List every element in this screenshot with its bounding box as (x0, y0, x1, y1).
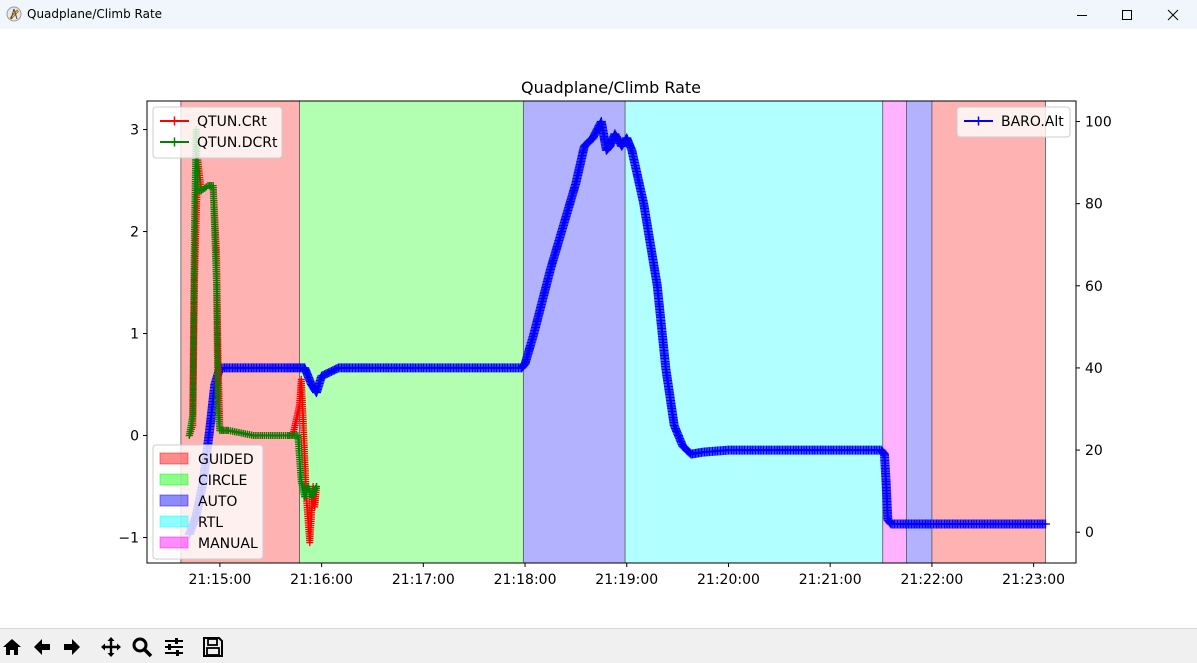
close-icon (1167, 9, 1179, 20)
minimize-button[interactable] (1059, 0, 1105, 29)
home-icon (3, 639, 21, 655)
chart-svg: Quadplane/Climb Rate 21:15:00 21:16:00 21:… (118, 78, 1112, 588)
x-tick-label: 21:19:00 (595, 572, 658, 588)
legend-mode-label: RTL (198, 515, 223, 531)
x-tick-label: 21:15:00 (188, 572, 251, 588)
y-left-tick-label: 1 (130, 327, 139, 343)
plot-frame (146, 100, 1077, 564)
y-left-tick-label: 3 (130, 123, 139, 139)
figure-canvas[interactable]: Quadplane/Climb Rate 21:15:00 21:16:00 21:… (0, 29, 1197, 628)
x-tick-label: 21:21:00 (799, 572, 862, 588)
x-tick-label: 21:20:00 (697, 572, 760, 588)
forward-button[interactable] (60, 635, 84, 659)
legend-mode-swatch (159, 494, 189, 507)
y-left-tick-label: −1 (118, 531, 139, 547)
legend-mode-swatch (159, 515, 189, 528)
legend-series-left (152, 106, 283, 159)
legend-marker-swatch (170, 116, 179, 126)
y-left-tick-label: 2 (130, 225, 139, 241)
configure-subplots-button[interactable] (162, 635, 186, 659)
legend-series-right (956, 106, 1071, 138)
legend-mode-label: CIRCLE (198, 473, 247, 489)
mode-region-auto (906, 101, 932, 563)
pencil-compass-icon (6, 6, 22, 22)
window-titlebar: Quadplane/Climb Rate (0, 0, 1197, 29)
zoom-icon (132, 637, 153, 658)
mode-region-guided (931, 101, 1046, 563)
y-left-tick-label: 0 (130, 429, 139, 445)
legend-mode-label: MANUAL (198, 536, 258, 552)
mode-region-manual (882, 101, 907, 563)
data-point (313, 483, 321, 491)
x-tick-label: 21:17:00 (392, 572, 455, 588)
x-tick-label: 21:18:00 (494, 572, 557, 588)
zoom-button[interactable] (130, 635, 154, 659)
window-title: Quadplane/Climb Rate (27, 7, 163, 21)
y-right-tick-label: 0 (1085, 525, 1094, 541)
navigation-toolbar (0, 628, 1197, 663)
y-right-tick-label: 80 (1085, 197, 1103, 213)
y-right-tick-label: 40 (1085, 361, 1103, 377)
legend-mode-label: GUIDED (198, 452, 254, 468)
chart-title: Quadplane/Climb Rate (521, 78, 701, 97)
legend-marker-swatch (170, 137, 179, 147)
y-right-tick-label: 100 (1085, 115, 1112, 131)
legend-mode-label: AUTO (198, 494, 237, 510)
configure-subplots-icon (165, 638, 183, 656)
mode-region-rtl (625, 101, 883, 563)
y-right-tick-label: 20 (1085, 443, 1103, 459)
close-button[interactable] (1150, 0, 1196, 29)
legend-label: QTUN.CRt (197, 114, 267, 130)
back-button[interactable] (30, 635, 54, 659)
data-point (878, 447, 888, 457)
legend-mode-swatch (159, 452, 189, 465)
forward-arrow-icon (64, 639, 80, 655)
legend-label: QTUN.DCRt (197, 135, 278, 151)
legend-label: BARO.Alt (1001, 114, 1064, 130)
legend-modes (152, 444, 264, 560)
x-tick-label: 21:22:00 (900, 572, 963, 588)
minimize-icon (1077, 14, 1087, 16)
legend-mode-swatch (159, 473, 189, 486)
maximize-button[interactable] (1104, 0, 1150, 29)
data-point (1040, 519, 1050, 529)
mode-region-circle (299, 101, 524, 563)
x-tick-label: 21:23:00 (1002, 572, 1065, 588)
save-button[interactable] (201, 635, 225, 659)
maximize-icon (1122, 9, 1132, 20)
home-button[interactable] (0, 635, 24, 659)
legend-marker-swatch (974, 116, 983, 126)
pan-button[interactable] (99, 635, 123, 659)
x-tick-label: 21:16:00 (290, 572, 353, 588)
pan-icon (101, 637, 121, 657)
save-icon (203, 637, 223, 657)
legend-mode-swatch (159, 536, 189, 549)
y-right-tick-label: 60 (1085, 279, 1103, 295)
back-arrow-icon (34, 639, 50, 655)
